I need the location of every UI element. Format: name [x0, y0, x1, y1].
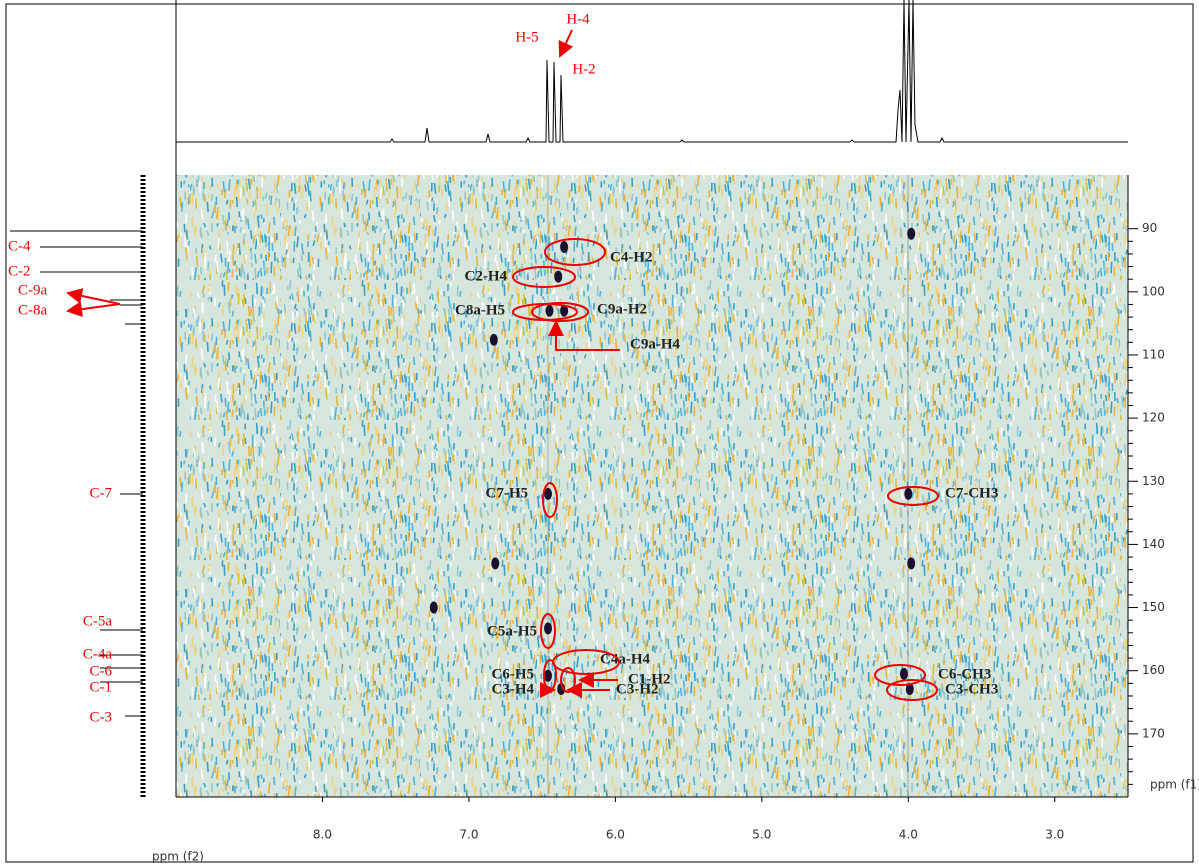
annotation-ring [886, 679, 938, 701]
carbon-label: C-1 [90, 679, 113, 695]
arrow [558, 29, 574, 58]
y-tick-label: 110 [1142, 347, 1165, 361]
arrow [548, 320, 620, 351]
annotation: C1-H2 [628, 671, 671, 687]
cross-peak [491, 557, 500, 570]
annotation: C4-H2 [610, 249, 653, 265]
frame [5, 3, 1194, 863]
cross-peak [907, 557, 916, 570]
carbon-label: C-4a [83, 646, 113, 662]
annotation: C6-H5 [492, 666, 535, 682]
proton-label: H-5 [515, 29, 538, 45]
annotation: C3-H2 [616, 681, 659, 697]
cross-peak [560, 304, 569, 317]
carbon-label: C-2 [8, 263, 31, 279]
cross-peak [907, 227, 916, 240]
x-tick-label: 3.0 [1045, 828, 1064, 842]
proton-label: H-4 [566, 11, 590, 27]
annotation: C3-H4 [492, 681, 535, 697]
cross-peak [899, 667, 908, 680]
carbon-label: C-3 [90, 709, 113, 725]
cross-peak [904, 487, 913, 500]
y-tick-label: 100 [1142, 284, 1165, 298]
carbon-label: C-5a [83, 613, 113, 629]
y-axis-label: ppm (f1) [1150, 778, 1199, 792]
carbon-label: C-9a [18, 282, 48, 298]
y-tick-label: 130 [1142, 474, 1165, 488]
annotation: C7-H5 [486, 485, 529, 501]
annotation-ring [512, 266, 576, 288]
annotation-ring [874, 664, 926, 686]
cross-peak [554, 270, 563, 283]
cross-peak [544, 622, 553, 635]
annotation: C8a-H5 [455, 302, 505, 318]
x-tick-label: 5.0 [752, 828, 771, 842]
arrow [66, 288, 121, 305]
carbon-label: C-4 [8, 238, 31, 254]
y-tick-label: 90 [1142, 221, 1157, 235]
carbon-label: C-7 [90, 485, 113, 501]
cross-peak [429, 601, 438, 614]
cross-peak [544, 487, 553, 500]
annotation: C6-CH3 [938, 666, 991, 682]
y-tick-label: 140 [1142, 537, 1165, 551]
annotation: C5a-H5 [487, 623, 537, 639]
y-tick-label: 160 [1142, 663, 1165, 677]
carbon-label: C-6 [90, 663, 113, 679]
cross-peak [560, 240, 569, 253]
carbon-peaks [10, 230, 143, 717]
annotation: C2-H4 [465, 268, 508, 284]
y-tick-label: 170 [1142, 726, 1165, 740]
carbon-label: C-8a [18, 302, 48, 318]
annotation-ring [542, 482, 558, 518]
noise [176, 175, 1128, 797]
y-tick-label: 120 [1142, 411, 1165, 425]
cross-peak [905, 683, 914, 696]
annotation-ring [544, 238, 606, 266]
cross-peak [545, 304, 554, 317]
proton-label: H-2 [572, 61, 595, 77]
x-tick-label: 7.0 [459, 828, 478, 842]
y-tick-label: 150 [1142, 600, 1165, 614]
annotation-ring [887, 486, 939, 506]
x-tick-label: 4.0 [899, 828, 918, 842]
x-axis-label: ppm (f2) [152, 850, 204, 864]
arrow [66, 301, 121, 318]
annotation: C3-CH3 [945, 681, 998, 697]
annotation-ring [540, 613, 556, 649]
cross-peak [557, 683, 566, 696]
x-tick-label: 8.0 [313, 828, 332, 842]
annotation: C7-CH3 [945, 485, 998, 501]
cross-peak [489, 333, 498, 346]
cross-peak [544, 669, 553, 682]
x-tick-label: 6.0 [606, 828, 625, 842]
proton-spectrum [176, 0, 1128, 143]
annotation: C9a-H2 [597, 301, 647, 317]
annotation: C9a-H4 [630, 336, 680, 352]
